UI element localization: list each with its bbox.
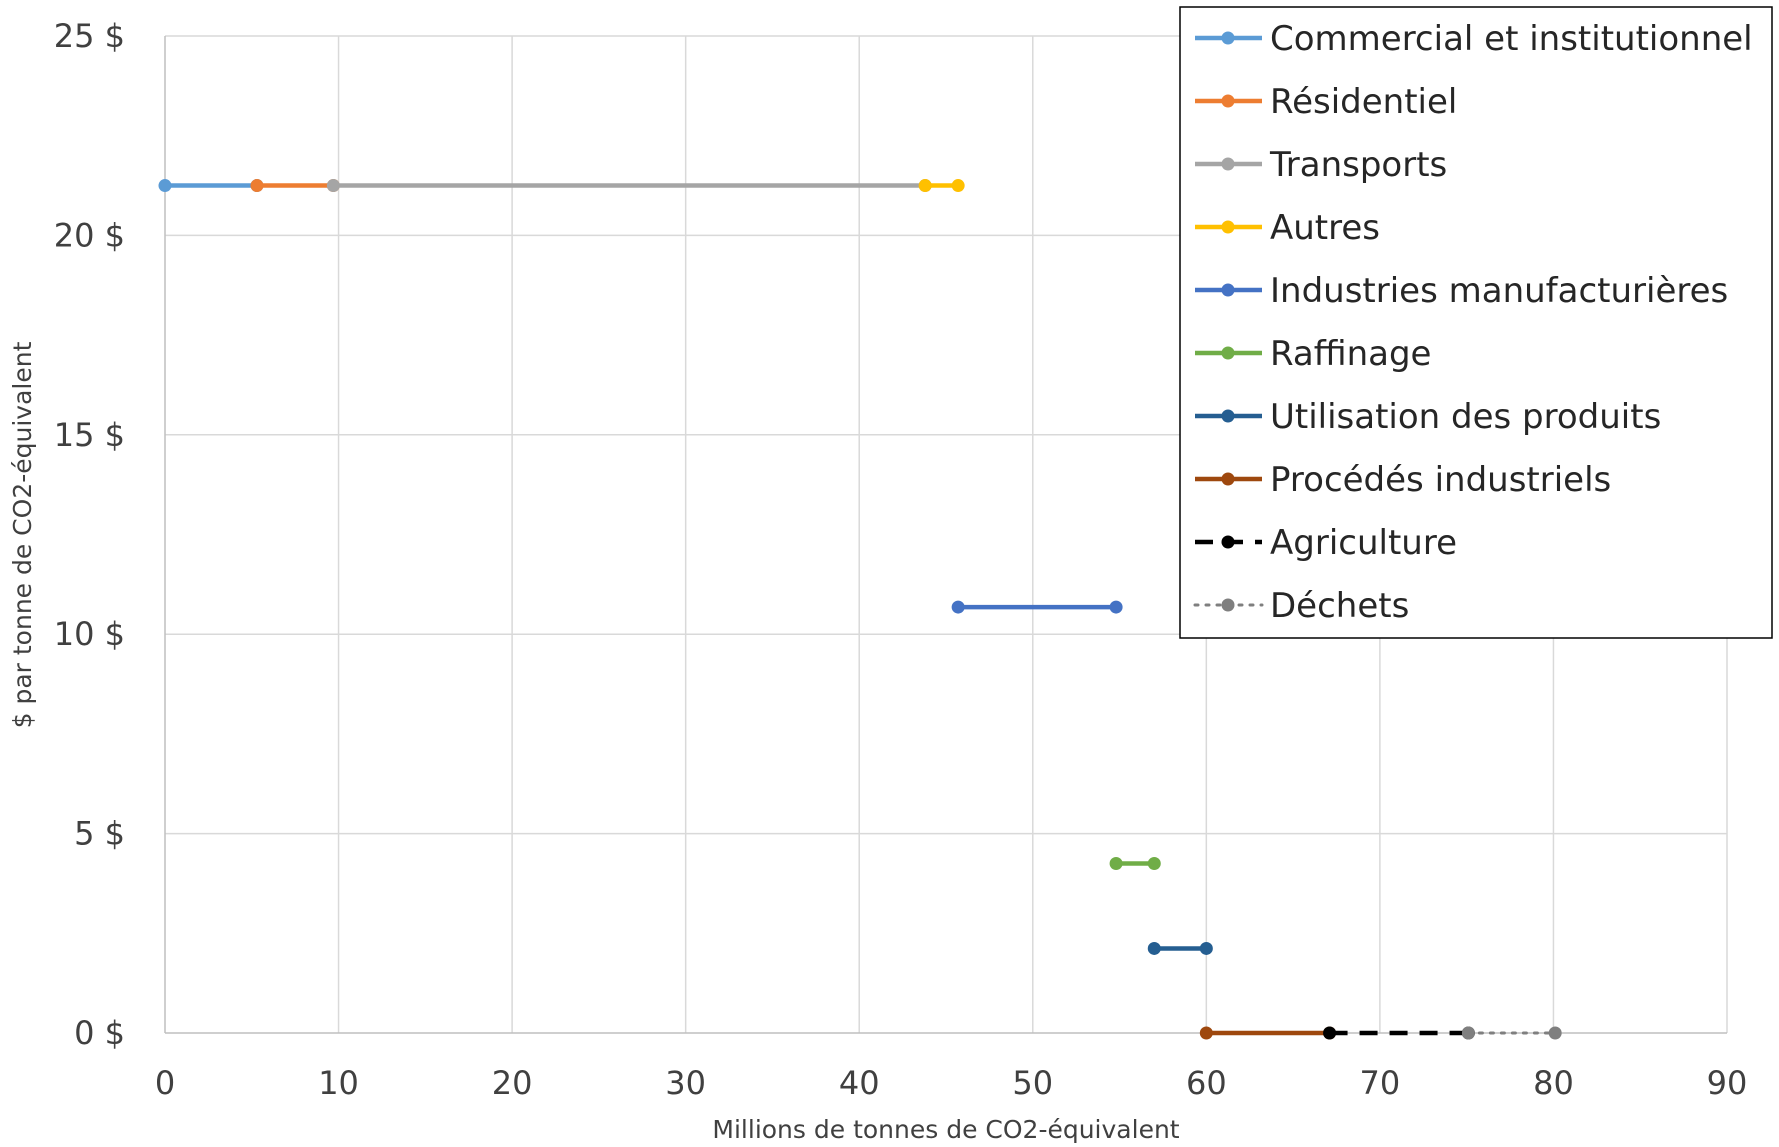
legend-label: Utilisation des produits [1270,397,1661,437]
y-tick-label: 10 $ [54,615,125,653]
data-point [1147,857,1161,871]
legend-item-dechets: Déchets [1193,586,1409,626]
data-point [918,179,932,193]
data-point [951,179,965,193]
data-point [1548,1026,1562,1040]
legend-marker [1221,283,1235,297]
data-point [951,600,965,614]
axes: 0 10 20 30 40 50 60 70 80 90 0 $ 5 $ 10 $ 15 $ 20 $ 25 … [54,17,1748,1102]
legend-marker [1221,220,1235,234]
legend-label: Autres [1270,208,1380,248]
legend-label: Agriculture [1270,523,1457,563]
series-dechets [1461,1026,1562,1040]
x-tick-label: 70 [1360,1064,1401,1102]
legend-marker [1221,472,1235,486]
legend-label: Déchets [1270,586,1409,626]
x-tick-label: 30 [665,1064,706,1102]
data-point [158,179,172,193]
legend-item-utilisation-des-produits: Utilisation des produits [1195,397,1661,437]
legend-item-industries-manufacturieres: Industries manufacturières [1195,271,1728,311]
x-tick-label: 0 [155,1064,175,1102]
legend-label: Résidentiel [1270,82,1457,122]
x-tick-label: 20 [492,1064,533,1102]
legend-marker [1221,409,1235,423]
legend-label: Transports [1269,145,1447,185]
data-point [1109,857,1123,871]
x-axis-title: Millions de tonnes de CO2-équivalent [712,1115,1179,1144]
legend-item-raffinage: Raffinage [1195,334,1431,374]
y-tick-label: 25 $ [54,17,125,55]
data-point [1109,600,1123,614]
legend-label: Industries manufacturières [1270,271,1728,311]
data-point [250,179,264,193]
data-point [1199,941,1213,955]
legend-label: Procédés industriels [1270,460,1611,500]
legend-box [1179,6,1773,639]
x-tick-label: 80 [1533,1064,1574,1102]
y-axis-title: $ par tonne de CO2-équivalent [8,341,37,728]
data-point [1199,1026,1213,1040]
legend: Commercial et institutionnel Résidentiel T… [1179,6,1773,639]
x-tick-label: 50 [1012,1064,1053,1102]
data-point [1323,1026,1337,1040]
x-tick-label: 40 [839,1064,880,1102]
series-utilisation-des-produits [1147,941,1213,955]
legend-label: Commercial et institutionnel [1270,19,1753,59]
legend-item-transports: Transports [1195,145,1447,185]
y-tick-label: 20 $ [54,216,125,254]
legend-item-procedes-industriels: Procédés industriels [1195,460,1611,500]
x-tick-label: 60 [1186,1064,1227,1102]
legend-marker [1221,535,1235,549]
series-autres [918,179,965,193]
x-tick-label: 90 [1707,1064,1748,1102]
data-point [326,179,340,193]
y-tick-label: 0 $ [74,1014,125,1052]
legend-marker [1221,94,1235,108]
y-tick-label: 15 $ [54,416,125,454]
legend-marker [1221,31,1235,45]
legend-marker [1221,598,1235,612]
y-tick-label: 5 $ [74,815,125,853]
data-point [1461,1026,1475,1040]
series-industries-manufacturieres [951,600,1123,614]
legend-item-residentiel: Résidentiel [1195,82,1457,122]
x-tick-label: 10 [318,1064,359,1102]
legend-item-commercial-et-institutionnel: Commercial et institutionnel [1195,19,1753,59]
data-point [1147,941,1161,955]
series-lines [158,179,1562,1040]
legend-label: Raffinage [1270,334,1431,374]
legend-marker [1221,157,1235,171]
legend-item-autres: Autres [1195,208,1380,248]
series-raffinage [1109,857,1161,871]
legend-item-agriculture: Agriculture [1195,523,1457,563]
legend-marker [1221,346,1235,360]
